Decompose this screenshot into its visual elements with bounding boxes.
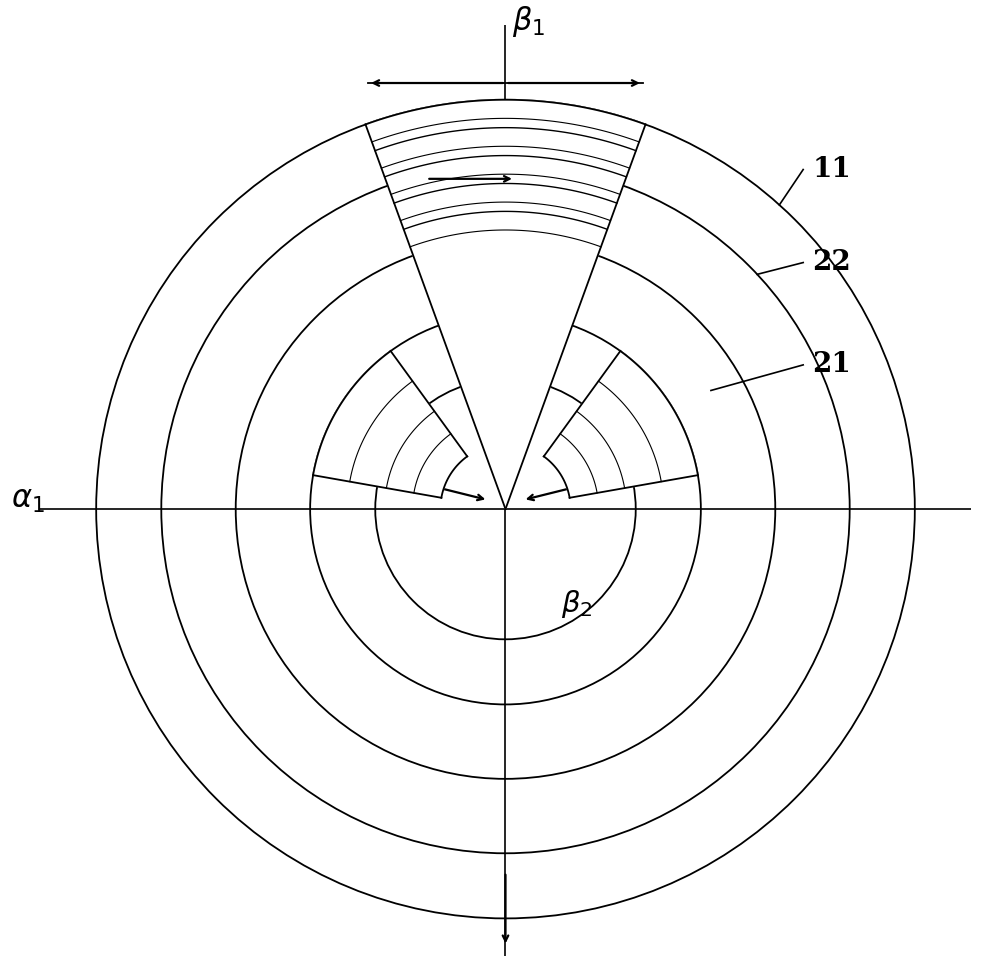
Text: 11: 11 (812, 156, 851, 183)
Text: 22: 22 (812, 249, 851, 276)
Polygon shape (544, 351, 698, 498)
Text: $\alpha_1$: $\alpha_1$ (11, 484, 45, 515)
Text: 21: 21 (812, 351, 851, 378)
Text: $\beta_1$: $\beta_1$ (512, 4, 545, 39)
Polygon shape (313, 351, 467, 498)
Text: $\beta_2$: $\beta_2$ (561, 589, 593, 620)
Polygon shape (365, 100, 645, 509)
